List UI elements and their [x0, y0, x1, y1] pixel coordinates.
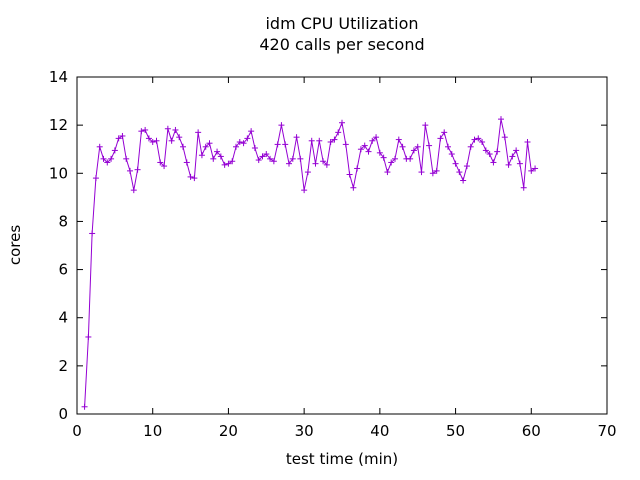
- axis-tick-labels: 0 10 20 30 40 50 60 70 0 2 4 6 8 10 12 14: [49, 68, 617, 440]
- x-tick-label: 40: [370, 422, 389, 440]
- x-tick-label: 0: [72, 422, 82, 440]
- y-tick-label: 10: [49, 164, 68, 182]
- x-axis-label: test time (min): [286, 450, 398, 468]
- cpu-utilization-series: [81, 116, 539, 410]
- series-line: [84, 118, 536, 407]
- x-tick-label: 20: [219, 422, 238, 440]
- x-tick-label: 30: [295, 422, 314, 440]
- y-tick-label: 6: [58, 261, 68, 279]
- y-axis-label: cores: [6, 225, 24, 265]
- x-tick-label: 10: [143, 422, 162, 440]
- x-tick-label: 50: [446, 422, 465, 440]
- plot-border: [76, 76, 608, 415]
- y-tick-label: 4: [58, 309, 68, 327]
- x-tick-label: 60: [522, 422, 541, 440]
- data-point-markers: [81, 116, 539, 410]
- y-tick-label: 8: [58, 212, 68, 230]
- x-tick-label: 70: [597, 422, 616, 440]
- y-tick-label: 0: [58, 405, 68, 423]
- chart-title: idm CPU Utilization: [265, 14, 418, 33]
- y-tick-label: 14: [49, 68, 68, 86]
- y-tick-label: 2: [58, 357, 68, 375]
- y-tick-label: 12: [49, 116, 68, 134]
- chart-subtitle: 420 calls per second: [259, 35, 424, 54]
